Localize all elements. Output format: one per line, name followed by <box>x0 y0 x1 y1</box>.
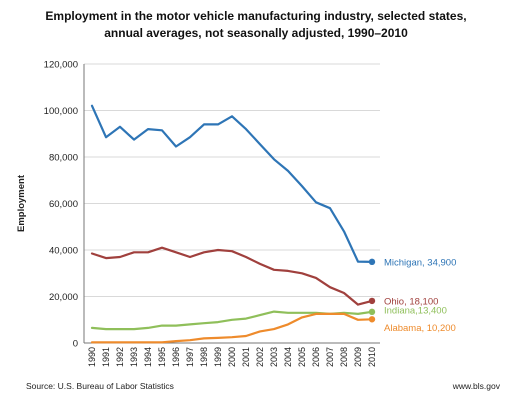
series-label-indiana: Indiana,13,400 <box>384 305 447 316</box>
x-tick-label: 1999 <box>213 347 223 367</box>
y-tick-label: 40,000 <box>49 246 78 257</box>
x-tick-label: 2005 <box>297 347 307 367</box>
x-tick-label: 1990 <box>87 347 97 367</box>
x-tick-label: 2010 <box>367 347 377 367</box>
y-tick-label: 120,000 <box>44 60 78 71</box>
series-line-ohio <box>90 246 374 306</box>
x-tick-label: 1997 <box>185 347 195 367</box>
series-label-alabama: Alabama, 10,200 <box>384 323 456 334</box>
y-tick-label: 0 <box>73 339 78 350</box>
endpoint-michigan <box>368 258 376 266</box>
x-tick-label: 2000 <box>227 347 237 367</box>
axes: 0 20,000 40,000 60,000 80,000 100,000 120,000 1… <box>16 60 380 367</box>
x-tick-label: 1992 <box>115 347 125 367</box>
x-tick-label: 2003 <box>269 347 279 367</box>
y-tick-label: 80,000 <box>49 153 78 164</box>
y-tick-label: 20,000 <box>49 292 78 303</box>
series-line-michigan <box>90 104 374 263</box>
x-tick-label: 1998 <box>199 347 209 367</box>
series-line-alabama <box>90 312 374 344</box>
site-link[interactable]: www.bls.gov <box>452 381 500 391</box>
x-tick-label: 1993 <box>129 347 139 367</box>
x-tick-label: 1996 <box>171 347 181 367</box>
series-lines <box>90 104 376 344</box>
gridlines <box>84 63 380 297</box>
x-tick-label: 2008 <box>339 347 349 367</box>
x-tick-label: 2009 <box>353 347 363 367</box>
y-axis-label: Employment <box>16 174 27 232</box>
x-tick-label: 1995 <box>157 347 167 367</box>
chart-title: Employment in the motor vehicle manufact… <box>0 8 512 42</box>
x-tick-label: 2001 <box>241 347 251 367</box>
x-tick-label: 2002 <box>255 347 265 367</box>
x-tick-label: 2006 <box>311 347 321 367</box>
series-label-ohio: Ohio, 18,100 <box>384 296 438 307</box>
x-tick-label: 1991 <box>101 347 111 367</box>
endpoint-ohio <box>368 297 376 305</box>
chart-title-line-2: annual averages, not seasonally adjusted… <box>104 26 408 40</box>
source-note: Source: U.S. Bureau of Labor Statistics <box>26 381 174 391</box>
y-tick-label: 60,000 <box>49 199 78 210</box>
endpoint-alabama <box>368 316 376 323</box>
x-tick-label: 2007 <box>325 347 335 367</box>
series-label-michigan: Michigan, 34,900 <box>384 257 456 268</box>
chart-title-line-1: Employment in the motor vehicle manufact… <box>45 9 467 23</box>
endpoint-indiana <box>368 308 376 316</box>
labels: Michigan, 34,900 Ohio, 18,100Indiana,13,4… <box>384 257 456 333</box>
y-tick-label: 100,000 <box>44 106 78 117</box>
x-tick-label: 1994 <box>143 347 153 367</box>
x-tick-label: 2004 <box>283 347 293 367</box>
